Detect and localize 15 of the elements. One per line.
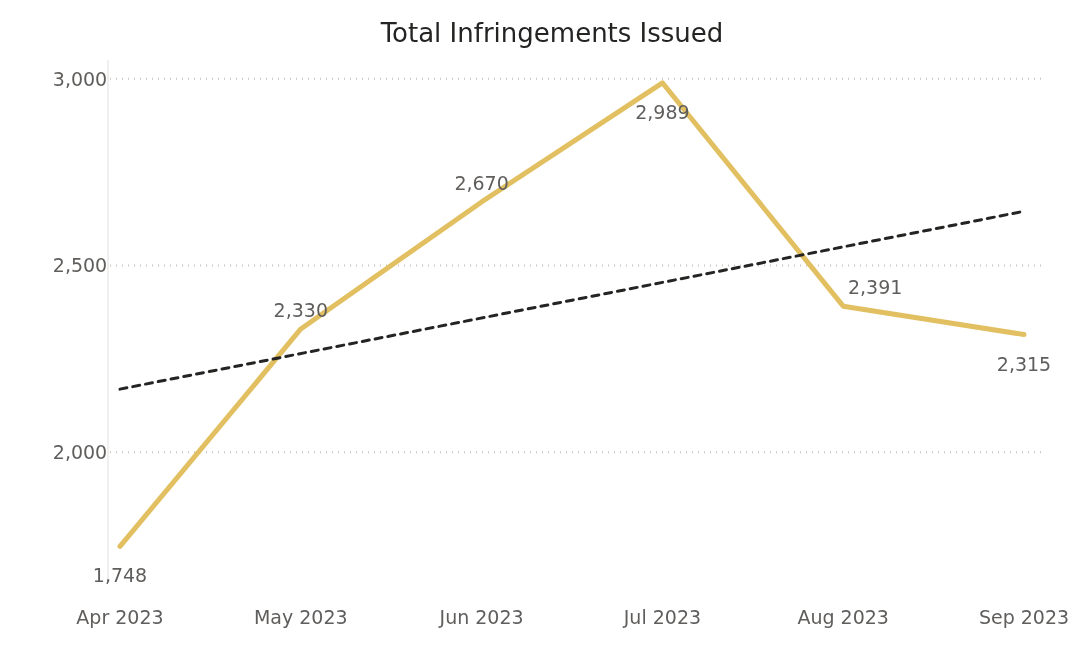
y-tick-label: 2,500 — [52, 254, 108, 277]
data-label: 2,330 — [273, 298, 328, 321]
data-label: 2,391 — [848, 276, 903, 299]
x-tick-label: Apr 2023 — [76, 606, 164, 628]
x-tick-label: May 2023 — [253, 606, 348, 628]
y-tick-label: 2,000 — [52, 441, 108, 464]
data-label: 2,315 — [996, 352, 1052, 375]
data-label: 2,670 — [454, 171, 509, 194]
chart-title: Total Infringements Issued — [379, 18, 724, 48]
x-tick-label: Jul 2023 — [622, 606, 702, 628]
x-tick-label: Aug 2023 — [797, 606, 889, 628]
x-tick-label: Sep 2023 — [978, 606, 1070, 628]
y-tick-label: 3,000 — [52, 67, 108, 90]
data-label: 1,748 — [92, 564, 148, 587]
x-tick-label: Jun 2023 — [438, 606, 524, 628]
